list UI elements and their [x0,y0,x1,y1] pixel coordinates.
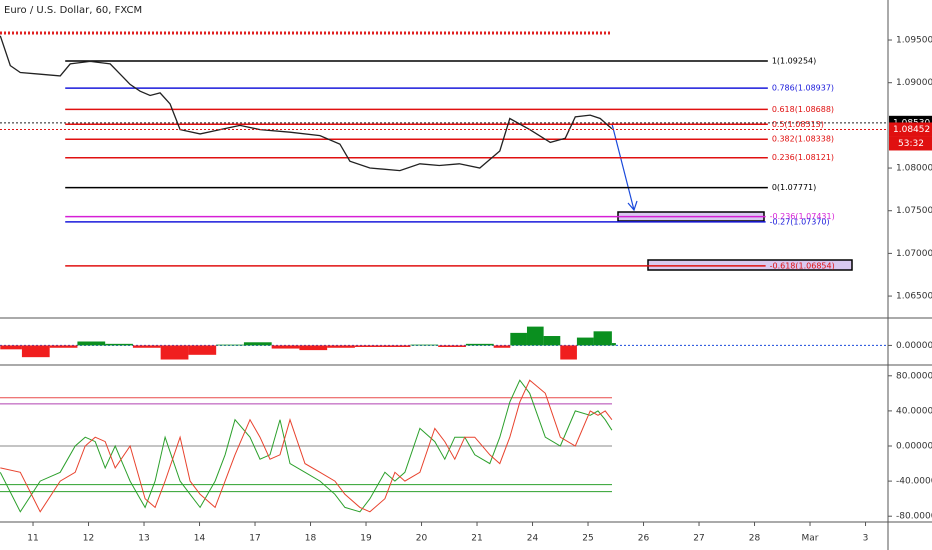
fib-label: -0.236(1.07431) [770,212,835,221]
histogram-bar [132,345,161,348]
x-tick-label: 18 [305,534,317,544]
target-box [647,259,853,271]
histogram-bar [105,343,133,346]
fib-label: 0.236(1.08121) [772,153,834,162]
histogram-bar [160,345,189,360]
histogram-bar [49,345,78,348]
histogram-bar [438,345,466,347]
x-tick-label: 3 [863,534,869,544]
price-line [0,35,613,172]
fib-label: 1(1.09254) [772,57,816,66]
histogram-bar [382,345,411,347]
oscillator-line [0,379,613,513]
y-tick-label: 80.00000 [896,371,932,381]
histogram-bar [526,326,544,346]
x-tick-label: 24 [527,534,539,544]
y-tick-label: 1.09500 [896,36,932,46]
plot-layer: 1.09500 1.09000 1.08000 1.07500 1.07000 1.065… [0,36,932,544]
countdown-box [889,136,932,151]
fib-label: 0.382(1.08338) [772,135,834,144]
fib-label: 0.5(1.08513) [772,120,824,129]
y-tick-label: 1.08000 [896,164,932,174]
histogram-bar [299,345,328,351]
y-tick-label: 40.00000 [896,406,932,416]
histogram-bar [510,332,527,346]
histogram-bar [188,345,217,355]
x-tick-label: 14 [194,534,206,544]
x-tick-label: 12 [83,534,94,544]
histogram-bar [243,342,272,346]
y-tick-label: 0.00000 [896,442,932,452]
countdown: 53:32 [898,139,924,149]
y-tick-label: -40.00000 [896,477,932,487]
x-tick-label: 13 [138,534,149,544]
histogram-bar [354,345,383,347]
x-tick-label: 17 [249,534,260,544]
x-tick-label: 28 [749,534,761,544]
histogram-bar [77,341,106,346]
x-tick-label: 25 [582,534,593,544]
x-tick-label: Mar [802,534,819,544]
histogram-bar [593,331,612,346]
histogram-bar [21,345,50,358]
histogram-bar [611,343,616,346]
histogram-bar [216,344,244,346]
x-tick-label: 20 [416,534,428,544]
fib-label: 0(1.07771) [772,183,816,192]
fib-label: 0.786(1.08937) [772,84,834,93]
x-tick-label: 26 [638,534,650,544]
y-tick-label: 1.09000 [896,78,932,88]
y-tick-label: -80.00000 [896,512,932,522]
histogram-bar [543,336,561,346]
histogram-bar [560,345,577,360]
x-tick-label: 21 [471,534,482,544]
histogram-bar [465,343,494,346]
x-tick-label: 11 [27,534,38,544]
histogram-bar [576,337,594,346]
y-tick-label: 0.00000 [896,341,932,351]
histogram-bar [271,345,300,349]
chart-title: Euro / U.S. Dollar, 60, FXCM [4,5,142,16]
histogram-bar [493,345,511,348]
price-marker-label: 1.08452 [893,125,930,135]
fib-label: -0.27(1.07370) [770,217,830,226]
histogram-bar [0,345,22,350]
histogram-bar [327,345,355,348]
fib-label: -0.618(1.06854) [770,261,835,270]
x-tick-label: 19 [360,534,372,544]
y-tick-label: 1.06500 [896,292,932,302]
arrow [611,123,638,212]
oscillator-line [0,379,613,513]
price-marker-box [889,122,932,137]
y-tick-label: 1.07500 [896,206,932,216]
fib-label: 0.618(1.08688) [772,105,834,114]
x-tick-label: 27 [693,534,704,544]
histogram-bar [410,344,439,346]
y-tick-label: 1.07000 [896,249,932,259]
